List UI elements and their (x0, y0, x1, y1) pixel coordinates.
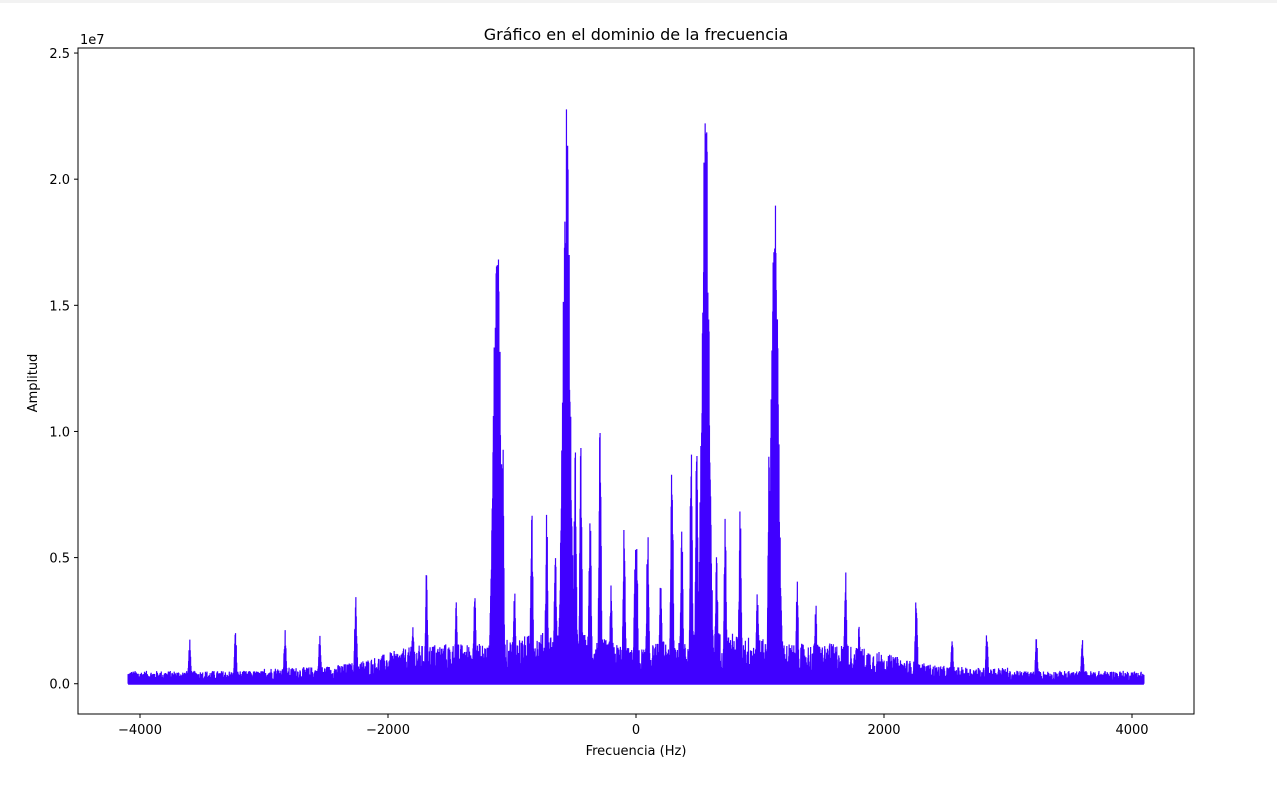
x-tick-label: −2000 (366, 723, 410, 738)
plot-content (127, 109, 1145, 685)
y-tick-label: 1.5 (49, 299, 70, 314)
y-tick-label: 0.0 (49, 678, 70, 693)
y-tick-label: 1.0 (49, 425, 70, 440)
y-tick-label: 2.5 (49, 47, 70, 62)
x-tick-label: 4000 (1115, 723, 1148, 738)
x-tick-label: 0 (632, 723, 640, 738)
x-axis-label: Frecuencia (Hz) (586, 744, 687, 759)
y-axis-label: Amplitud (26, 354, 41, 413)
window-top-strip (0, 0, 1277, 3)
y-tick-label: 0.5 (49, 552, 70, 567)
x-tick-label: −4000 (118, 723, 162, 738)
y-tick-label: 2.0 (49, 173, 70, 188)
x-tick-label: 2000 (867, 723, 900, 738)
x-axis-ticks: −4000 −2000 0 2000 4000 (118, 714, 1149, 738)
y-axis-ticks: 0.0 0.5 1.0 1.5 2.0 2.5 (49, 47, 78, 693)
chart-title: Gráfico en el dominio de la frecuencia (484, 25, 789, 44)
y-axis-offset-text: 1e7 (80, 33, 105, 48)
